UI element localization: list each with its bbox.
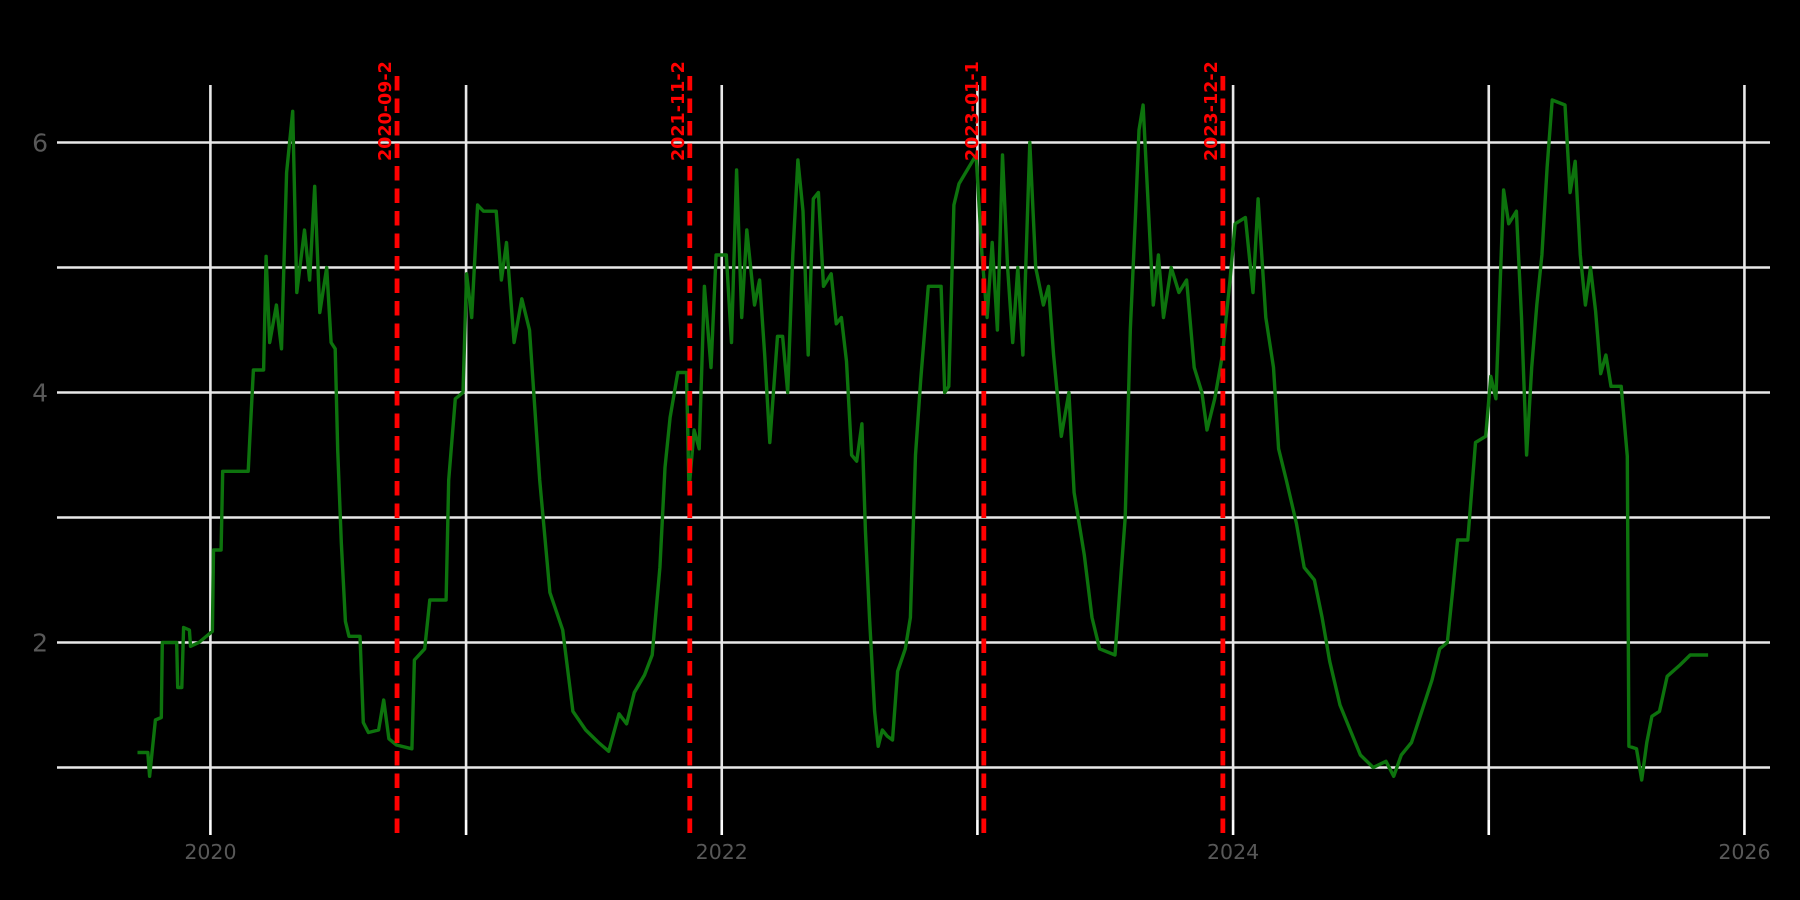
event-line-label: 2023-12-2 — [1202, 61, 1222, 161]
x-tick-label: 2020 — [184, 840, 236, 864]
x-tick-label: 2024 — [1207, 840, 1259, 864]
x-tick-label: 2022 — [696, 840, 748, 864]
y-tick-label: 2 — [32, 629, 48, 658]
x-tick-label: 2026 — [1718, 840, 1770, 864]
y-tick-label: 4 — [32, 379, 48, 408]
event-line-label: 2021-11-2 — [669, 61, 689, 161]
data-series-line — [137, 98, 1709, 782]
event-line-label: 2020-09-2 — [376, 61, 396, 161]
event-line-label: 2023-01-1 — [963, 61, 983, 161]
y-tick-label: 6 — [32, 129, 48, 158]
